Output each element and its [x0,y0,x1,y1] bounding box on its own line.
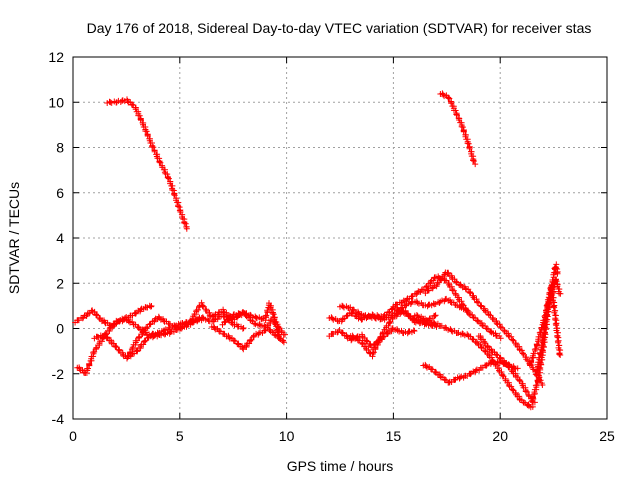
x-tick-label: 5 [176,428,184,444]
marker-trail [422,269,546,388]
y-tick-label: 4 [56,230,64,246]
series-arc-15 [411,312,536,411]
series-arc-1 [104,96,190,232]
series-arc-2 [437,90,479,168]
y-tick-label: 2 [56,275,64,291]
series-arc-14 [422,269,546,388]
marker-trail [527,276,564,369]
series-arc-10 [326,325,418,351]
x-tick-label: 15 [386,428,402,444]
x-tick-label: 0 [69,428,77,444]
x-axis-label: GPS time / hours [287,458,394,474]
marker-trail [347,307,440,360]
y-tick-label: 10 [48,94,64,110]
series-arc-8 [219,300,284,343]
y-tick-label: 12 [48,49,64,65]
y-tick-label: -2 [52,366,65,382]
marker-trail [475,333,538,406]
series-arc-13 [390,273,504,342]
x-tick-label: 25 [599,428,615,444]
axis-ticks [72,56,608,420]
marker-trail [219,300,284,343]
x-tick-label: 20 [492,428,508,444]
y-tick-label: 6 [56,185,64,201]
y-tick-label: 0 [56,321,64,337]
series-arc-17 [475,333,538,406]
data-points [72,90,564,411]
chart-title: Day 176 of 2018, Sidereal Day-to-day VTE… [87,20,592,36]
x-tick-labels: 0 5 10 15 20 25 [69,428,615,444]
y-tick-labels: -4 -2 0 2 4 6 8 10 12 [48,49,64,427]
marker-trail [437,90,479,168]
y-tick-label: 8 [56,140,64,156]
y-tick-label: -4 [52,411,65,427]
x-tick-label: 10 [279,428,295,444]
marker-trail [411,312,536,411]
marker-trail [326,325,418,351]
series-arc-20 [527,276,564,369]
series-arc-12 [347,307,440,360]
marker-trail [390,273,504,342]
marker-trail [104,96,190,232]
y-axis-label: SDTVAR / TECUs [6,182,22,294]
